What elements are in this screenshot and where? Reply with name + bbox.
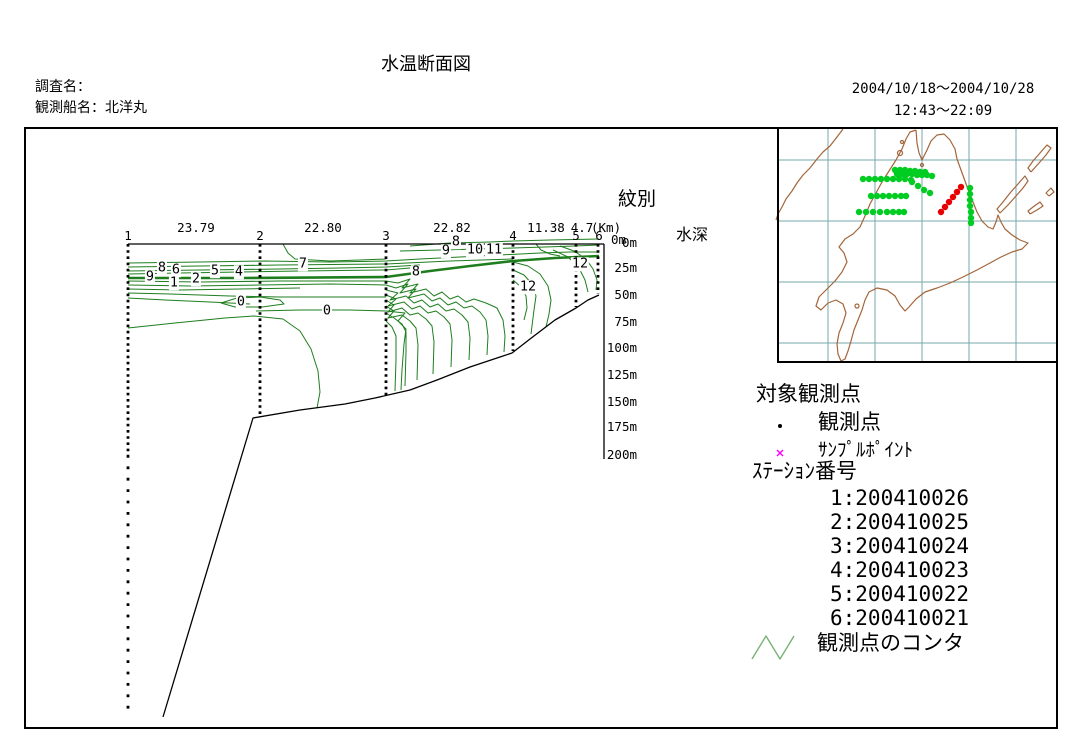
contour-value-label: 9 [144,268,156,285]
depth-tick-label: 75m [614,314,637,329]
distance-label: 4.7 [570,220,594,235]
legend-sample-label: ｻﾝﾌﾟﾙﾎﾟｲﾝﾄ [818,439,914,461]
contour-value-label: 2 [190,270,202,287]
station-number: 5 [572,228,580,243]
contour-value-label: 6 [170,261,182,278]
survey-name-label: 調査名： [35,79,91,95]
depth-tick-label: 150m [606,394,637,409]
legend-contour-label: 観測点のコンタ [817,631,964,655]
legend-station-id: 4:200410023 [830,558,970,582]
contour-value-label: 10 [465,241,485,258]
depth-tick-label: 100m [606,340,637,355]
distance-unit-label: (Km) [591,220,622,235]
depth-tick-label: 50m [614,287,637,302]
surface-depth-label: 0m [611,232,627,247]
contour-value-label: 12 [570,255,590,272]
distance-label: 11.38 [527,220,565,235]
legend-station-id: 1:200410026 [830,486,970,510]
station-number: 3 [382,228,390,243]
contour-value-label: 8 [450,233,462,250]
contour-value-label: 7 [297,255,309,272]
contour-value-label: 12 [518,278,538,295]
depth-axis-title: 水深 [675,225,709,244]
page-title: 水温断面図 [381,54,471,75]
legend-station-id: 3:200410024 [830,534,970,558]
legend-header: 対象観測点 [756,382,861,406]
vessel-name-label: 観測船名：北洋丸 [35,100,147,116]
contour-value-label: 5 [209,262,221,279]
legend-station-header: ｽﾃｰｼｮﾝ番号 [752,459,857,483]
depth-tick-label: 175m [606,419,637,434]
contour-value-label: 0 [321,302,333,319]
contour-value-label: 1 [168,274,180,291]
station-number: 2 [256,228,264,243]
distance-label: 22.82 [433,220,471,235]
time-range: 12:43～22:09 [893,103,993,119]
depth-tick-label: 200m [606,447,637,462]
station-number: 1 [124,228,132,243]
date-range: 2004/10/18～2004/10/28 [851,81,1035,97]
contour-value-label: 11 [484,241,504,258]
contour-value-label: 8 [156,259,168,276]
distance-label: 22.80 [304,220,342,235]
depth-tick-label: 125m [606,367,637,382]
legend-station-id: 5:200410022 [830,582,970,606]
location-label: 紋別 [617,188,657,210]
station-number: 4 [509,228,517,243]
depth-tick-label: 0m [621,235,637,250]
distance-label: 23.79 [177,220,215,235]
station-number: 6 [595,228,603,243]
legend-obs-label: 観測点 [818,410,881,434]
legend-station-id: 2:200410025 [830,510,970,534]
contour-value-label: 8 [410,263,422,280]
contour-value-label: 9 [440,242,452,259]
contour-value-label: 0 [235,293,247,310]
contour-value-label: 4 [233,263,245,280]
legend-station-id: 6:200410021 [830,606,970,630]
depth-tick-label: 25m [614,260,637,275]
